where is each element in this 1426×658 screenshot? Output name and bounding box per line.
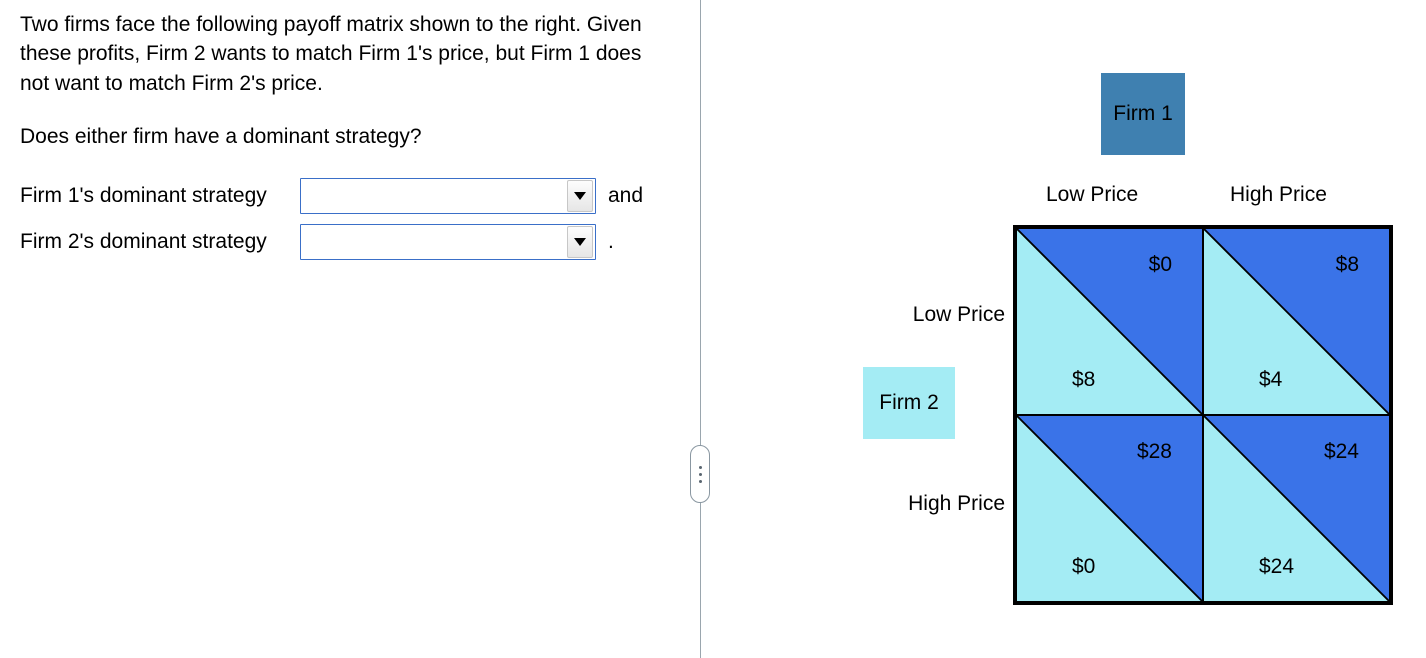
firm1-badge-label: Firm 1 (1113, 102, 1173, 126)
row-label-low: Low Price (875, 303, 1005, 327)
matrix-cell-r0c1: $8 $4 (1203, 228, 1390, 415)
firm2-strategy-label: Firm 2's dominant strategy (20, 230, 300, 254)
question-paragraph-2: Does either firm have a dominant strateg… (20, 122, 670, 151)
payoff-firm2-r0c0: $8 (1072, 368, 1095, 392)
firm2-strategy-row: Firm 2's dominant strategy . (20, 222, 670, 262)
firm2-row-suffix: . (608, 230, 614, 254)
row-label-high: High Price (875, 492, 1005, 516)
question-pane: Two firms face the following payoff matr… (0, 0, 700, 658)
payoff-firm2-r1c1: $24 (1259, 555, 1294, 579)
payoff-firm2-r0c1: $4 (1259, 368, 1282, 392)
payoff-firm1-r1c1: $24 (1324, 440, 1359, 464)
col-label-low: Low Price (1046, 183, 1138, 207)
payoff-firm1-r0c0: $0 (1149, 253, 1172, 277)
matrix-pane: Firm 1 Firm 2 Low Price High Price Low P… (700, 0, 1426, 658)
dropdown-caret-icon (567, 226, 593, 258)
matrix-cell-r0c0: $0 $8 (1016, 228, 1203, 415)
firm1-strategy-dropdown[interactable] (300, 178, 596, 214)
page: Two firms face the following payoff matr… (0, 0, 1426, 658)
firm1-strategy-row: Firm 1's dominant strategy and (20, 176, 670, 216)
firm1-badge: Firm 1 (1101, 73, 1185, 155)
payoff-firm1-r0c1: $8 (1336, 253, 1359, 277)
firm2-badge-label: Firm 2 (879, 391, 939, 415)
matrix-cell-r1c1: $24 $24 (1203, 415, 1390, 602)
firm2-strategy-dropdown[interactable] (300, 224, 596, 260)
payoff-matrix: $0 $8 $8 $4 $28 $0 (1013, 225, 1393, 605)
question-paragraph-1: Two firms face the following payoff matr… (20, 10, 670, 98)
firm2-badge: Firm 2 (863, 367, 955, 439)
firm1-row-suffix: and (608, 184, 643, 208)
firm1-strategy-label: Firm 1's dominant strategy (20, 184, 300, 208)
col-label-high: High Price (1230, 183, 1327, 207)
payoff-firm1-r1c0: $28 (1137, 440, 1172, 464)
dropdown-caret-icon (567, 180, 593, 212)
matrix-cell-r1c0: $28 $0 (1016, 415, 1203, 602)
payoff-firm2-r1c0: $0 (1072, 555, 1095, 579)
